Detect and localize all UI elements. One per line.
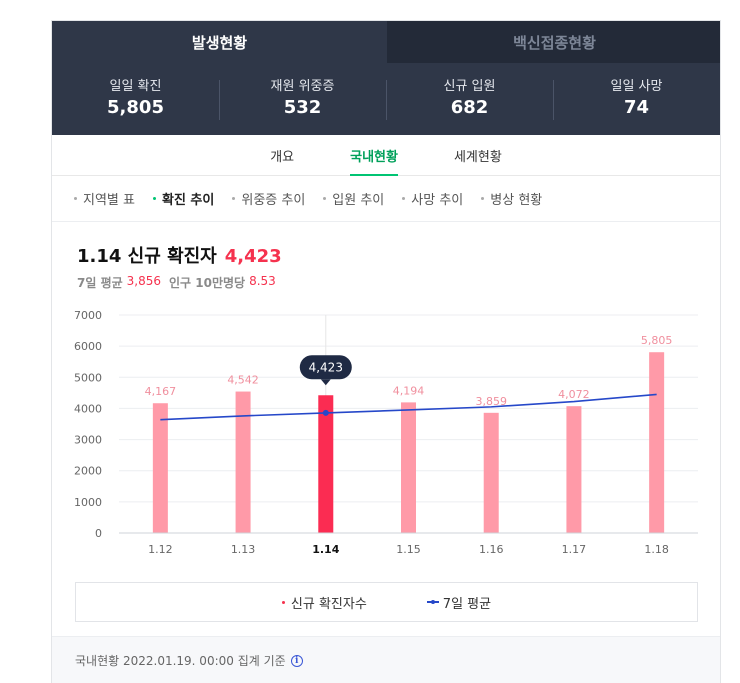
bullet-icon	[323, 197, 327, 200]
average-line	[160, 393, 657, 421]
filter-label: 지역별 표	[83, 193, 135, 208]
heading-label: 1.14 신규 확진자	[77, 246, 217, 267]
bullet-icon	[232, 197, 236, 200]
filter-critical-trend[interactable]: 위중증 추이	[232, 189, 305, 208]
confirmed-trend-chart: 0 1000 2000 3000 4000 5000 6000 7000 4,167 1.12 4,…	[74, 309, 698, 556]
data-label: 3,859	[475, 395, 507, 408]
top-tabs: 발생현황 백신접종현황	[52, 21, 720, 63]
data-label: 4,194	[393, 384, 425, 397]
stat-label: 신규 입원	[443, 79, 496, 94]
filter-label: 입원 추이	[332, 193, 385, 208]
bullet-icon	[402, 197, 406, 200]
tooltip-text: 4,423	[309, 360, 343, 374]
legend-dot-icon	[281, 600, 285, 604]
y-tick-label: 4000	[74, 402, 102, 415]
y-tick-label: 6000	[74, 340, 102, 353]
per-capita-label: 인구 10만명당	[169, 276, 246, 290]
heading-value: 4,423	[224, 246, 282, 267]
tab-overview[interactable]: 개요	[270, 149, 295, 165]
y-tick-label: 2000	[74, 465, 102, 478]
bar	[318, 395, 334, 533]
chart-subline: 7일 평균 3,856 인구 10만명당 8.53	[77, 274, 284, 291]
filter-label: 병상 현황	[490, 193, 543, 208]
bullet-icon	[74, 197, 77, 200]
stat-new-admission: 신규 입원 682	[386, 78, 553, 120]
x-tick-label: 1.14	[312, 543, 339, 556]
stat-label: 재원 위중증	[270, 79, 335, 94]
y-tick-label: 0	[95, 527, 102, 540]
stat-value: 532	[283, 97, 322, 118]
bar	[649, 352, 665, 533]
stat-label: 일일 확진	[109, 79, 162, 94]
tab-outbreak-status[interactable]: 발생현황	[52, 21, 387, 63]
x-tick-label: 1.15	[396, 543, 421, 556]
filter-admission-trend[interactable]: 입원 추이	[323, 189, 384, 208]
legend-label: 7일 평균	[442, 596, 492, 612]
avg-label: 7일 평균	[77, 276, 123, 290]
stat-label: 일일 사망	[610, 79, 663, 94]
y-tick-label: 5000	[74, 371, 102, 384]
bar	[483, 412, 499, 533]
chart-heading: 1.14 신규 확진자 4,423	[77, 242, 282, 268]
y-tick-label: 1000	[74, 496, 102, 509]
tooltip-pointer	[320, 379, 331, 386]
tab-domestic[interactable]: 국내현황	[322, 135, 426, 176]
stat-value: 74	[623, 97, 650, 118]
filter-confirmed-trend[interactable]: 확진 추이	[152, 189, 215, 208]
x-tick-label: 1.16	[479, 543, 504, 556]
chart-legend: 신규 확진자수 7일 평균	[75, 582, 698, 622]
average-point	[322, 409, 329, 416]
filter-death-trend[interactable]: 사망 추이	[402, 189, 463, 208]
filter-bed-status[interactable]: 병상 현황	[481, 189, 542, 208]
legend-line-icon	[426, 600, 439, 604]
avg-value: 3,856	[126, 274, 162, 288]
sub-tabs: 개요 국내현황 세계현황	[52, 135, 720, 176]
x-tick-label: 1.12	[148, 543, 173, 556]
bullet-icon	[481, 197, 485, 200]
filter-region-table[interactable]: 지역별 표	[74, 189, 135, 208]
footer-note: 국내현황 2022.01.19. 00:00 집계 기준 i	[52, 636, 720, 683]
tooltip-bubble	[299, 355, 352, 380]
filter-label: 위중증 추이	[241, 193, 306, 208]
tab-vaccination-status[interactable]: 백신접종현황	[387, 21, 720, 63]
filter-label: 사망 추이	[411, 193, 464, 208]
stat-daily-deaths: 일일 사망 74	[553, 78, 720, 120]
bullet-icon	[152, 197, 156, 200]
summary-stats: 일일 확진 5,805 재원 위중증 532 신규 입원 682 일일 사망 7…	[52, 63, 720, 135]
y-tick-label: 3000	[74, 434, 102, 447]
bar	[401, 402, 416, 533]
bar	[152, 403, 168, 533]
legend-item-bars: 신규 확진자수	[281, 593, 367, 612]
stat-value: 5,805	[107, 97, 164, 118]
data-label: 5,805	[641, 334, 673, 347]
data-label: 4,167	[145, 385, 177, 398]
x-tick-label: 1.18	[644, 543, 669, 556]
data-label: 4,542	[227, 374, 258, 387]
stat-critical: 재원 위중증 532	[219, 78, 386, 120]
data-label: 4,072	[558, 388, 590, 401]
tab-world[interactable]: 세계현황	[453, 149, 502, 165]
bar	[235, 391, 251, 533]
x-tick-label: 1.17	[562, 543, 587, 556]
filter-label: 확진 추이	[161, 193, 215, 208]
stat-value: 682	[450, 97, 489, 118]
filter-menu: 지역별 표 확진 추이 위중증 추이 입원 추이 사망 추이 병상 현황	[52, 176, 720, 222]
covid-status-card: 발생현황 백신접종현황 일일 확진 5,805 재원 위중증 532 신규 입원…	[51, 20, 721, 683]
stat-daily-confirmed: 일일 확진 5,805	[52, 78, 219, 120]
legend-label: 신규 확진자수	[290, 596, 367, 612]
y-tick-label: 7000	[74, 309, 102, 322]
legend-item-line: 7일 평균	[426, 593, 492, 612]
x-tick-label: 1.13	[231, 543, 256, 556]
info-icon[interactable]: i	[290, 654, 303, 667]
per-capita-value: 8.53	[249, 274, 276, 288]
bar	[566, 406, 582, 533]
footer-text: 국내현황 2022.01.19. 00:00 집계 기준	[75, 654, 286, 668]
